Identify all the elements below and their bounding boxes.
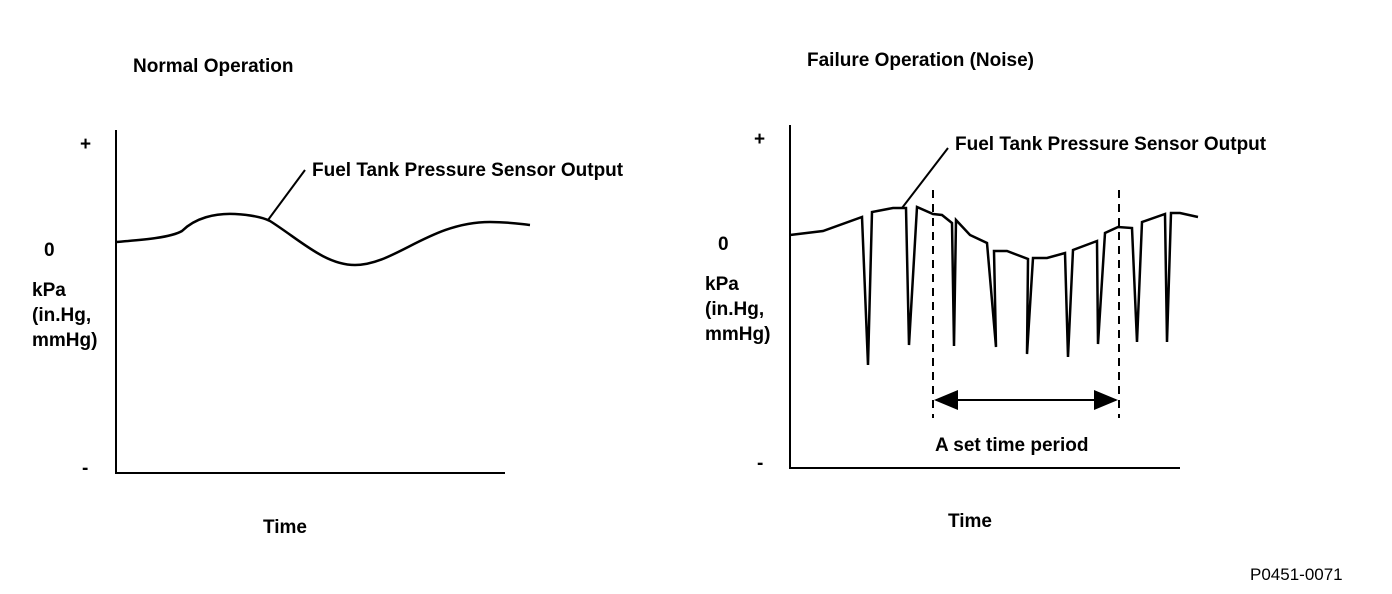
plus-label: + bbox=[754, 129, 765, 150]
zero-label: 0 bbox=[44, 240, 55, 261]
time-axis-label: Time bbox=[948, 511, 992, 532]
unit-label-inhg: (in.Hg, bbox=[705, 299, 764, 320]
axes bbox=[115, 130, 505, 474]
period-label: A set time period bbox=[935, 435, 1088, 456]
zero-label: 0 bbox=[718, 234, 729, 255]
failure-operation-panel: Failure Operation (Noise) + 0 kPa (in.Hg… bbox=[705, 50, 1267, 532]
callout-leader-line bbox=[267, 169, 306, 221]
unit-label-mmhg: mmHg) bbox=[32, 330, 97, 351]
unit-label-inhg: (in.Hg, bbox=[32, 305, 91, 326]
callout-label: Fuel Tank Pressure Sensor Output bbox=[955, 134, 1267, 155]
figure-id: P0451-0071 bbox=[1250, 565, 1343, 584]
normal-operation-title: Normal Operation bbox=[133, 56, 293, 77]
minus-label: - bbox=[757, 453, 763, 474]
callout-leader-line bbox=[901, 147, 949, 209]
unit-label-mmhg: mmHg) bbox=[705, 324, 770, 345]
plus-label: + bbox=[80, 134, 91, 155]
time-axis-label: Time bbox=[263, 517, 307, 538]
normal-operation-panel: Normal Operation + 0 kPa (in.Hg, mmHg) -… bbox=[32, 56, 624, 538]
unit-label-kpa: kPa bbox=[32, 280, 66, 301]
callout-label: Fuel Tank Pressure Sensor Output bbox=[312, 160, 624, 181]
axes bbox=[789, 125, 1180, 469]
failure-operation-title: Failure Operation (Noise) bbox=[807, 50, 1034, 71]
minus-label: - bbox=[82, 458, 88, 479]
unit-label-kpa: kPa bbox=[705, 274, 739, 295]
noisy-sensor-output-curve bbox=[789, 205, 1199, 366]
sensor-output-curve bbox=[115, 212, 531, 267]
